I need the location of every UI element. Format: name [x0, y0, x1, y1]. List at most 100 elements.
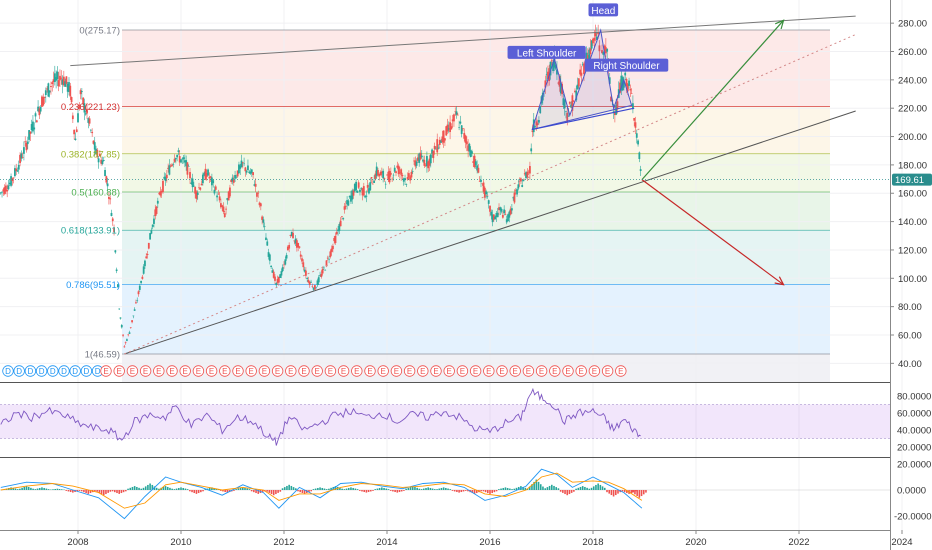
candle-body — [589, 48, 592, 55]
candle-body — [450, 126, 453, 130]
candle-body — [96, 149, 99, 158]
candle-body — [111, 218, 114, 222]
macd-histogram-bar — [513, 488, 516, 490]
candle-body — [78, 104, 81, 109]
macd-histogram-bar — [495, 490, 498, 492]
candle-body — [53, 73, 56, 82]
candle-body — [222, 206, 225, 212]
candle-body — [66, 83, 69, 92]
macd-histogram-bar — [224, 490, 226, 493]
price-axis[interactable]: 40.00 60.00 80.00 100.00 120.00 140.00 160.00 1… — [890, 0, 927, 550]
macd-histogram-bar — [244, 487, 246, 490]
macd-histogram-bar — [120, 490, 123, 494]
time-tick-label: 2022 — [788, 537, 809, 548]
candle-body — [608, 77, 611, 84]
candle-body — [145, 256, 148, 259]
macd-histogram-bar — [603, 487, 606, 490]
candle-body — [104, 170, 106, 177]
time-axis[interactable]: 2008 2010 2012 2014 2016 2018 2020 2022 2024 — [67, 530, 913, 548]
candle-body — [207, 169, 209, 176]
candle-body — [167, 167, 170, 169]
macd-histogram-bar — [588, 488, 591, 490]
candle-body — [391, 178, 394, 180]
candle-body — [635, 133, 638, 138]
candle-body — [626, 84, 629, 92]
macd-histogram-bar — [85, 490, 87, 494]
upside-projection-arrow[interactable] — [641, 19, 784, 181]
dividend-marker — [2, 365, 14, 377]
rsi-pane[interactable] — [0, 387, 890, 446]
candle-body — [314, 285, 316, 290]
candle-body — [247, 165, 249, 171]
candle-body — [428, 158, 431, 166]
candle-body — [517, 184, 520, 189]
lower-trendline[interactable] — [124, 110, 856, 355]
candle-body — [581, 64, 584, 65]
macd-histogram-bar — [542, 486, 544, 490]
right-shoulder-label[interactable]: Right Shoulder — [584, 58, 669, 73]
candle-body — [153, 218, 155, 224]
candle-body — [623, 81, 625, 88]
macd-histogram-bar — [423, 488, 425, 490]
price-pane[interactable]: 0(275.17) 0.236(221.23) 0.382(187.85) 0.5(1… — [0, 3, 890, 377]
macd-histogram-bar — [133, 486, 136, 490]
candle-body — [149, 233, 151, 240]
candle-body — [477, 167, 480, 173]
macd-pane[interactable] — [0, 468, 890, 520]
candle-body — [638, 152, 641, 159]
candle-body — [173, 158, 176, 162]
candle-body — [226, 198, 229, 201]
candle-body — [62, 76, 65, 86]
downside-projection-arrow[interactable] — [641, 179, 784, 286]
middle-dotted-trendline[interactable] — [124, 34, 856, 355]
candle-body — [93, 142, 96, 150]
macd-histogram-bar — [475, 490, 478, 494]
candle-body — [77, 113, 79, 123]
macd-histogram-bar — [509, 488, 511, 490]
macd-histogram-bar — [431, 488, 434, 490]
candle-body — [168, 165, 171, 175]
candle-body — [467, 145, 470, 151]
left-shoulder-label[interactable]: Left Shoulder — [507, 45, 586, 60]
macd-histogram-bar — [235, 489, 237, 490]
macd-histogram-bar — [392, 490, 394, 492]
neckline[interactable] — [532, 107, 635, 131]
candle-body — [50, 86, 52, 88]
macd-histogram-bar — [403, 490, 405, 491]
candle-body — [557, 82, 560, 84]
candle-body — [374, 173, 377, 179]
macd-axis[interactable]: 20.0000 0.0000 -20.0000 — [894, 460, 932, 523]
candle-body — [586, 55, 589, 62]
macd-histogram-bar — [445, 487, 447, 490]
macd-histogram-bar — [12, 487, 15, 490]
candle-body — [456, 114, 459, 116]
candle-body — [431, 149, 433, 154]
macd-histogram-bar — [323, 488, 326, 490]
macd-histogram-bar — [191, 490, 193, 493]
candle-body — [463, 132, 466, 139]
fib-label: 0.5(160.88) — [71, 188, 120, 199]
candle-body — [122, 334, 124, 336]
candle-body — [588, 49, 591, 60]
macd-histogram-bar — [173, 489, 176, 490]
rsi-tick-label: 40.0000 — [897, 426, 931, 437]
candle-body — [217, 193, 220, 195]
candle-body — [568, 102, 571, 104]
time-tick-label: 2018 — [582, 537, 603, 548]
head-label[interactable]: Head — [588, 3, 619, 17]
price-tick-label: 80.00 — [898, 302, 922, 313]
candle-body — [449, 122, 451, 133]
candle-body — [16, 170, 19, 172]
candle-body — [109, 198, 112, 200]
candle-body — [552, 62, 554, 71]
candle-body — [200, 183, 203, 186]
candle-body — [538, 120, 540, 123]
candle-body — [579, 69, 582, 75]
candle-body — [392, 174, 395, 176]
upper-trendline[interactable] — [70, 15, 856, 67]
macd-histogram-bar — [30, 487, 32, 490]
rsi-axis[interactable]: 80.0000 60.0000 40.0000 20.0000 — [897, 392, 931, 454]
candle-body — [126, 339, 128, 341]
